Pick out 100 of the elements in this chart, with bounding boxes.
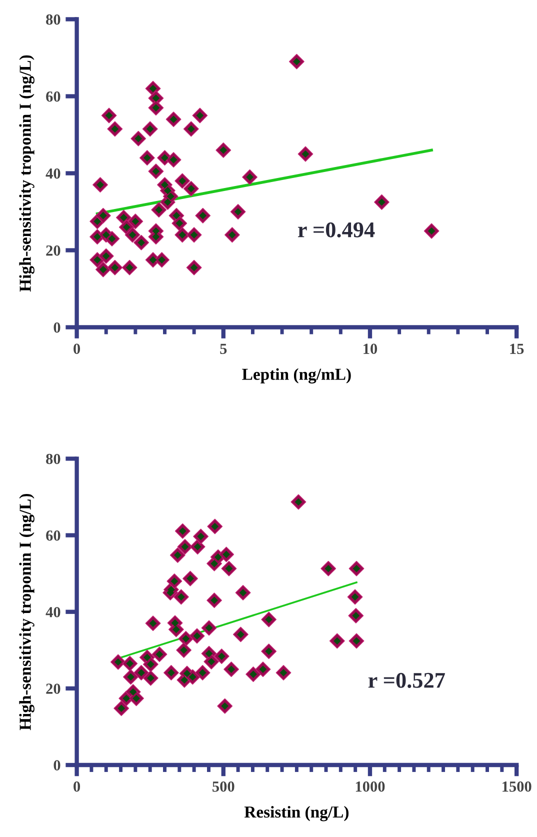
point xyxy=(235,584,251,600)
point xyxy=(148,164,164,180)
point xyxy=(116,210,132,226)
point xyxy=(145,80,161,96)
x-axis-title: Leptin (ng/mL) xyxy=(242,368,351,384)
point xyxy=(214,648,230,664)
point xyxy=(177,539,193,554)
point xyxy=(128,690,144,706)
point xyxy=(290,494,306,510)
point xyxy=(92,177,108,193)
point xyxy=(298,146,314,162)
point xyxy=(348,560,364,576)
point xyxy=(166,112,182,128)
point xyxy=(178,630,194,646)
point xyxy=(176,642,192,658)
annotation: r =0.527 xyxy=(368,672,445,688)
y-tick-label: 20 xyxy=(46,245,60,256)
point xyxy=(348,608,364,624)
point xyxy=(276,665,292,680)
point xyxy=(193,528,209,544)
point xyxy=(329,633,345,649)
point xyxy=(224,662,240,677)
point xyxy=(107,121,123,137)
x-tick-label: 500 xyxy=(212,781,234,792)
point xyxy=(182,570,198,586)
point xyxy=(90,252,106,268)
point xyxy=(218,546,234,562)
point xyxy=(145,616,161,632)
point xyxy=(183,180,199,196)
point xyxy=(195,208,211,224)
point xyxy=(172,216,188,232)
x-tick-label: 1500 xyxy=(502,781,532,792)
point xyxy=(134,234,149,250)
point xyxy=(114,700,130,716)
point xyxy=(110,654,126,670)
point xyxy=(232,626,248,642)
x-tick-label: 10 xyxy=(364,344,378,354)
point xyxy=(201,620,217,636)
y-tick-label: 40 xyxy=(46,606,60,618)
y-tick-label: 20 xyxy=(46,684,60,694)
point xyxy=(142,656,158,672)
point xyxy=(186,227,202,243)
point xyxy=(122,656,138,672)
y-tick-label: 0 xyxy=(54,760,60,770)
point xyxy=(242,169,258,185)
point xyxy=(128,214,144,230)
point xyxy=(95,262,111,278)
point xyxy=(230,204,246,220)
point xyxy=(207,518,223,534)
point xyxy=(206,592,222,608)
point xyxy=(320,560,336,576)
x-tick-label: 15 xyxy=(510,344,524,354)
point xyxy=(194,665,210,680)
point xyxy=(151,202,167,218)
point xyxy=(347,589,363,605)
point xyxy=(186,260,202,276)
point xyxy=(164,665,179,680)
annotation: r =0.494 xyxy=(298,222,375,238)
point xyxy=(101,108,117,124)
point xyxy=(204,654,220,670)
point xyxy=(183,121,199,137)
point xyxy=(246,666,261,682)
point xyxy=(216,142,232,158)
y-tick-label: 60 xyxy=(46,91,60,102)
point xyxy=(130,130,146,146)
point xyxy=(374,194,390,210)
point xyxy=(134,665,149,680)
point xyxy=(104,231,120,246)
point xyxy=(189,628,205,644)
x-tick-label: 5 xyxy=(220,344,227,354)
y-axis-title: High-sensitivity troponin I (ng/L) xyxy=(19,55,34,292)
point xyxy=(224,227,240,243)
point xyxy=(192,108,208,124)
point xyxy=(190,539,206,554)
point xyxy=(166,152,182,168)
x-tick-label: 1000 xyxy=(356,781,385,792)
y-tick-label: 40 xyxy=(46,168,60,179)
point xyxy=(107,260,123,276)
y-tick-label: 0 xyxy=(54,322,60,333)
point xyxy=(217,698,233,714)
point xyxy=(139,150,155,166)
point xyxy=(174,173,190,189)
point xyxy=(148,100,164,116)
y-axis-title: High-sensitivity troponin I (ng/L) xyxy=(19,494,34,730)
point xyxy=(221,560,237,576)
point xyxy=(261,644,277,659)
y-tick-label: 80 xyxy=(46,14,60,25)
y-tick-label: 60 xyxy=(46,530,60,541)
point xyxy=(424,223,440,239)
point xyxy=(174,523,190,539)
x-axis-title: Resistin (ng/L) xyxy=(244,806,349,822)
point xyxy=(174,227,190,243)
point xyxy=(168,622,184,638)
point xyxy=(255,662,271,677)
point xyxy=(122,260,138,276)
point xyxy=(288,54,304,70)
y-tick-label: 80 xyxy=(46,454,60,464)
point xyxy=(142,670,158,686)
point xyxy=(152,646,168,662)
point xyxy=(170,547,186,563)
